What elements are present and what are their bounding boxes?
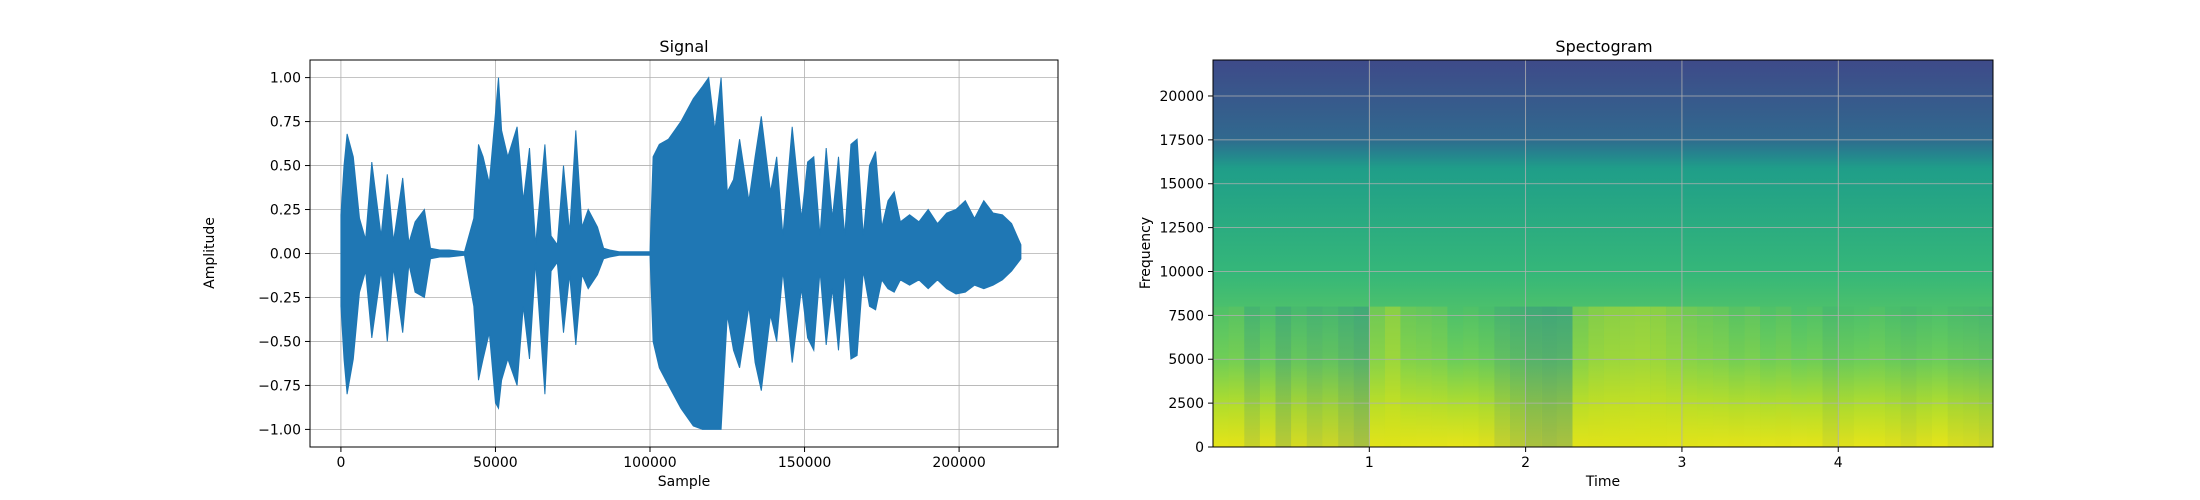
spectrogram-frame	[1854, 307, 1870, 447]
spectrogram-frame	[1400, 306, 1417, 447]
spectrogram-frame	[1885, 307, 1901, 447]
spectrogram-frame	[1510, 306, 1526, 447]
spectrogram-frame	[1416, 306, 1432, 447]
spectrogram-frame	[1275, 306, 1292, 447]
spectrogram-frame	[1369, 306, 1385, 447]
spectrogram-frame	[1228, 306, 1245, 447]
spectrogram-frame	[1322, 306, 1338, 447]
spectrogram-frame	[1588, 306, 1604, 447]
spectrogram-y-tick-label: 15000	[1159, 177, 1204, 193]
spectrogram-frame	[1244, 306, 1260, 447]
spectrogram-x-ticks: 1 2 3 4	[1365, 447, 1843, 471]
spectrogram-image	[1213, 60, 1993, 447]
spectrogram-y-tick-label: 0	[1195, 440, 1204, 456]
signal-x-tick-label: 150000	[778, 455, 831, 471]
signal-subplot: Signal 0 50000 100000 150000 200000 1.00 0.75…	[202, 37, 1059, 490]
spectrogram-frame	[1900, 306, 1917, 447]
spectrogram-frame	[1541, 306, 1557, 447]
spectrogram-y-tick-label: 20000	[1159, 89, 1204, 105]
spectrogram-frame	[1728, 306, 1745, 447]
spectrogram-grid	[1213, 60, 1993, 447]
signal-y-tick-label: 0.25	[270, 203, 301, 219]
spectrogram-frame	[1494, 306, 1510, 447]
spectrogram-y-tick-label: 17500	[1159, 133, 1204, 149]
spectrogram-frame	[1869, 306, 1886, 447]
spectrogram-frame	[1431, 306, 1448, 447]
signal-x-tick-label: 200000	[932, 455, 985, 471]
signal-y-tick-label: 0.00	[270, 247, 301, 263]
spectrogram-frame	[1306, 306, 1323, 447]
signal-y-ticks: 1.00 0.75 0.50 0.25 0.00 −0.25 −0.50 −0.75 −1.00	[258, 71, 310, 438]
spectrogram-ylabel: Frequency	[1138, 217, 1154, 289]
signal-y-tick-label: −0.50	[258, 334, 301, 350]
spectrogram-frame	[1525, 306, 1542, 447]
spectrogram-frame	[1384, 306, 1401, 447]
spectrogram-frame	[1916, 307, 1932, 447]
signal-x-tick-label: 0	[336, 455, 345, 471]
spectrogram-frame	[1697, 306, 1714, 447]
signal-title: Signal	[659, 37, 708, 56]
spectrogram-frame	[1291, 306, 1307, 447]
spectrogram-frame	[1338, 306, 1354, 447]
signal-x-ticks: 0 50000 100000 150000 200000	[336, 447, 986, 471]
spectrogram-y-tick-label: 7500	[1168, 308, 1204, 324]
spectrogram-frame	[1744, 306, 1761, 447]
spectrogram-frame	[1791, 307, 1807, 447]
spectrogram-y-tick-label: 10000	[1159, 264, 1204, 280]
spectrogram-frame	[1681, 306, 1698, 447]
spectrogram-y-ticks: 0 2500 5000 7500 10000 12500 15000 17500 20000	[1159, 89, 1213, 456]
spectrogram-frame	[1775, 306, 1792, 447]
signal-y-tick-label: 1.00	[270, 71, 301, 87]
spectrogram-frame	[1760, 306, 1776, 447]
spectrogram-frame	[1822, 306, 1839, 447]
spectrogram-frame	[1260, 307, 1276, 447]
signal-y-tick-label: −1.00	[258, 422, 301, 438]
spectrogram-frame	[1572, 306, 1589, 447]
spectrogram-axes-frame	[1212, 59, 1994, 448]
spectrogram-frame	[1666, 306, 1682, 447]
spectrogram-xlabel: Time	[1585, 474, 1620, 490]
spectrogram-frame	[1713, 306, 1729, 447]
spectrogram-y-tick-label: 2500	[1168, 396, 1204, 412]
spectrogram-frame	[1978, 306, 1993, 447]
spectrogram-frame	[1556, 306, 1573, 447]
signal-ylabel: Amplitude	[202, 217, 218, 289]
signal-y-tick-label: 0.50	[270, 159, 301, 175]
spectrogram-x-tick-label: 4	[1834, 455, 1843, 471]
spectrogram-x-tick-label: 1	[1365, 455, 1374, 471]
spectrogram-frame	[1932, 307, 1948, 447]
signal-y-tick-label: −0.25	[258, 290, 301, 306]
spectrogram-frame	[1353, 306, 1370, 447]
signal-x-tick-label: 100000	[623, 455, 676, 471]
signal-waveform	[340, 76, 1022, 430]
spectrogram-frame	[1947, 306, 1964, 447]
spectrogram-frame	[1448, 307, 1464, 447]
spectrogram-x-tick-label: 2	[1521, 455, 1530, 471]
spectrogram-frames	[1213, 306, 1993, 447]
spectrogram-y-tick-label: 12500	[1159, 221, 1204, 237]
spectrogram-frame	[1635, 306, 1651, 447]
spectrogram-frame	[1463, 306, 1479, 447]
spectrogram-frame	[1619, 306, 1635, 447]
spectrogram-frame	[1807, 306, 1823, 447]
spectrogram-frame	[1963, 306, 1979, 447]
spectrogram-frame	[1479, 307, 1495, 447]
spectrogram-frame	[1603, 306, 1620, 447]
spectrogram-subplot: Spectogram 1 2 3 4 0 2500 5000 7500 10000 12500 1…	[1138, 37, 1994, 490]
spectrogram-frame	[1650, 306, 1667, 447]
signal-y-tick-label: −0.75	[258, 378, 301, 394]
spectrogram-frame	[1838, 307, 1854, 447]
spectrogram-y-tick-label: 5000	[1168, 352, 1204, 368]
spectrogram-x-tick-label: 3	[1677, 455, 1686, 471]
signal-y-tick-label: 0.75	[270, 115, 301, 131]
signal-xlabel: Sample	[658, 474, 711, 490]
spectrogram-title: Spectogram	[1555, 37, 1652, 56]
signal-x-tick-label: 50000	[473, 455, 518, 471]
spectrogram-frame	[1213, 306, 1229, 447]
